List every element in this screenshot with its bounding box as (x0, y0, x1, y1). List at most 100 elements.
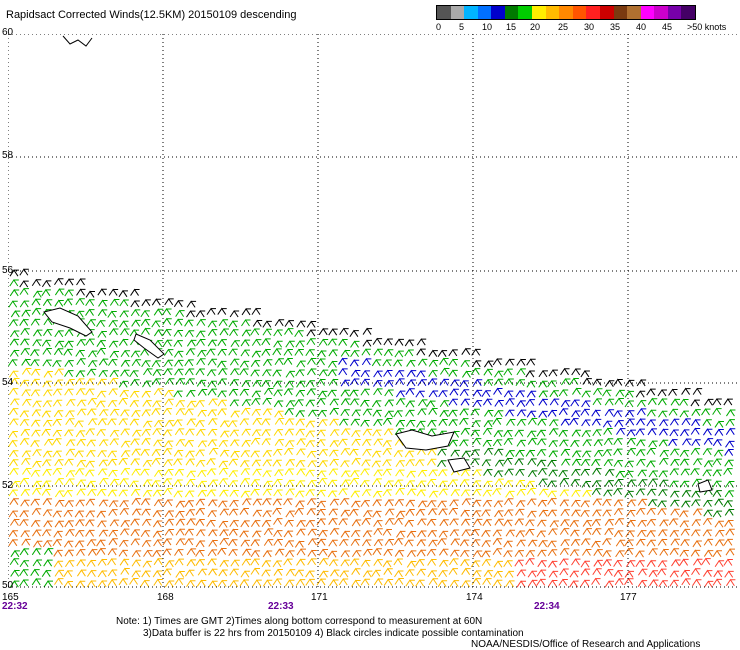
wind-barb (339, 497, 350, 506)
wind-barb (283, 357, 293, 365)
wind-barb (417, 530, 427, 538)
wind-barb (723, 500, 733, 508)
wind-barb (360, 388, 370, 396)
wind-barb (548, 579, 558, 587)
wind-barb (283, 530, 294, 538)
wind-barb (613, 437, 623, 446)
wind-barb (262, 320, 272, 328)
wind-barb (570, 538, 581, 546)
wind-barb (263, 527, 274, 536)
wind-barb (230, 439, 240, 447)
wind-barb (472, 488, 482, 496)
wind-barb (184, 538, 194, 546)
wind-barb (296, 380, 306, 388)
wind-barb (195, 558, 205, 566)
wind-barb (272, 498, 283, 506)
wind-barb (416, 370, 426, 378)
wind-barb (592, 397, 603, 406)
wind-barb (481, 509, 491, 517)
wind-barb (690, 468, 700, 476)
wind-barb (526, 380, 536, 388)
wind-barb (547, 497, 557, 505)
wind-barb (41, 339, 52, 347)
wind-barb (120, 440, 131, 448)
wind-barb (173, 458, 183, 466)
wind-barb (118, 397, 128, 405)
wind-barb (306, 450, 317, 458)
wind-barb (361, 459, 371, 467)
wind-barb (207, 328, 218, 336)
wind-barb (118, 418, 128, 426)
wind-barb (130, 488, 141, 496)
wind-barb (285, 510, 295, 518)
wind-barb (162, 477, 173, 486)
wind-barb (362, 327, 373, 335)
wind-barb (273, 400, 284, 408)
wind-barb (373, 379, 383, 387)
wind-barb (438, 530, 449, 538)
wind-barb (657, 538, 668, 546)
wind-barb (527, 437, 538, 445)
wind-barb (657, 500, 667, 508)
wind-barb (98, 299, 108, 307)
wind-barb (317, 409, 327, 417)
wind-barb (382, 468, 392, 476)
wind-barb (680, 569, 690, 577)
wind-barb (602, 558, 612, 567)
wind-barb (537, 467, 548, 476)
wind-barb (395, 469, 405, 477)
wind-barb (305, 430, 315, 438)
lat-label: 58 (2, 150, 14, 161)
wind-barb (107, 558, 117, 566)
wind-barb (219, 489, 229, 497)
wind-barb (195, 459, 206, 467)
wind-barb (580, 579, 590, 587)
wind-barb (437, 448, 447, 456)
wind-barb (582, 519, 593, 527)
wind-barb (516, 539, 526, 547)
wind-barb (295, 459, 306, 468)
wind-barb (54, 477, 64, 485)
wind-barb (285, 579, 295, 587)
wind-barb (305, 439, 316, 448)
wind-barb (296, 558, 306, 566)
wind-barb (329, 428, 340, 437)
wind-barb (416, 539, 427, 547)
wind-barb (505, 358, 515, 366)
wind-barb (165, 377, 175, 386)
wind-barb (142, 420, 153, 428)
wind-barb (505, 409, 515, 417)
wind-barb (295, 479, 306, 488)
wind-barb (296, 320, 306, 328)
wind-barb (670, 458, 680, 466)
wind-barb (294, 398, 304, 407)
wind-barb (723, 467, 733, 475)
wind-barb (505, 579, 515, 588)
wind-barb (604, 398, 615, 406)
wind-barb (76, 288, 86, 296)
wind-barb (459, 388, 470, 397)
wind-barb (493, 387, 503, 395)
wind-barb (162, 339, 173, 347)
wind-barb (54, 299, 64, 307)
wind-barb (536, 530, 546, 538)
wind-barb (647, 397, 658, 405)
wind-barb (108, 500, 119, 508)
wind-barb (186, 300, 197, 308)
wind-barb (382, 488, 393, 497)
wind-barb (681, 577, 691, 586)
wind-barb (318, 448, 328, 457)
wind-barb (527, 570, 538, 578)
wind-barb (328, 349, 338, 357)
wind-barb (19, 410, 30, 418)
wind-barb (483, 420, 494, 428)
wind-barb (602, 498, 612, 507)
wind-barb (470, 538, 481, 547)
wind-barb (66, 398, 76, 407)
wind-barb (560, 508, 570, 517)
wind-barb (97, 570, 108, 578)
wind-barb (164, 510, 175, 518)
wind-barb (41, 428, 51, 436)
wind-barb (31, 507, 42, 516)
wind-barb (406, 549, 417, 558)
